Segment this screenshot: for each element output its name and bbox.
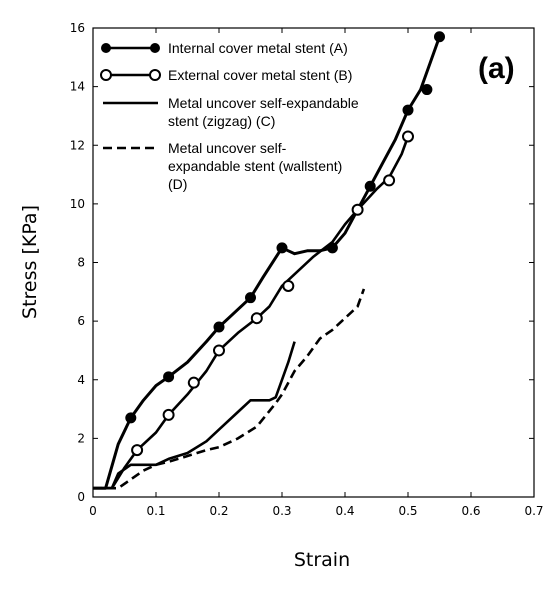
legend-label-d: Metal uncover self- — [168, 140, 287, 156]
y-axis-title: Stress [KPa] — [19, 205, 41, 319]
y-tick-label: 10 — [70, 197, 85, 211]
data-point-b — [351, 203, 364, 216]
x-tick-label: 0.5 — [398, 504, 417, 518]
x-tick-label: 0.1 — [146, 504, 165, 518]
x-tick-label: 0.4 — [335, 504, 354, 518]
legend-marker — [101, 43, 111, 53]
data-point-b — [383, 174, 396, 187]
data-point-b — [250, 312, 263, 325]
data-point-a — [364, 180, 376, 192]
data-point-a — [421, 84, 433, 96]
series-line-b — [93, 136, 410, 490]
data-point-a — [434, 31, 445, 43]
series-line-d — [93, 288, 366, 490]
x-tick-label: 0.6 — [461, 504, 480, 518]
y-tick-label: 6 — [77, 314, 85, 328]
legend-marker — [100, 69, 112, 81]
series-layer — [93, 31, 445, 490]
y-tick-label: 2 — [77, 431, 85, 445]
y-tick-label: 16 — [70, 21, 85, 35]
data-point-a — [125, 412, 137, 424]
legend: Internal cover metal stent (A) External c… — [100, 40, 359, 192]
x-tick-label: 0.3 — [272, 504, 291, 518]
panel-label: (a) — [478, 52, 515, 85]
x-axis-title: Strain — [294, 549, 350, 571]
data-point-b — [282, 279, 295, 292]
series-line-c — [93, 341, 296, 490]
y-tick-label: 4 — [77, 373, 85, 387]
axis-ticks: 0 0.1 0.2 0.3 0.4 0.5 0.6 0.7 0 2 4 6 8 10 12 14 16 — [70, 21, 544, 518]
data-point-a — [245, 292, 256, 304]
y-tick-label: 14 — [70, 80, 85, 94]
data-point-a — [402, 104, 414, 116]
data-point-b — [162, 408, 175, 421]
data-point-a — [213, 321, 225, 333]
x-tick-label: 0.2 — [209, 504, 228, 518]
x-tick-label: 0.7 — [524, 504, 543, 518]
legend-label-b: External cover metal stent (B) — [168, 67, 352, 83]
data-point-b — [187, 376, 200, 389]
data-point-b — [131, 444, 144, 457]
data-point-b — [402, 130, 414, 143]
y-tick-label: 8 — [77, 256, 85, 270]
legend-marker — [149, 69, 161, 81]
legend-label-d: expandable stent (wallstent) — [168, 158, 342, 174]
x-tick-label: 0 — [89, 504, 97, 518]
data-point-a — [276, 242, 288, 254]
legend-label-c: Metal uncover self-expandable — [168, 95, 359, 111]
y-tick-label: 12 — [70, 138, 85, 152]
y-tick-label: 0 — [77, 490, 85, 504]
data-point-a — [163, 371, 175, 383]
legend-label-d: (D) — [168, 176, 187, 192]
legend-marker — [150, 43, 160, 53]
legend-label-c: stent (zigzag) (C) — [168, 113, 275, 129]
data-point-b — [213, 344, 225, 357]
legend-label-a: Internal cover metal stent (A) — [168, 40, 348, 56]
